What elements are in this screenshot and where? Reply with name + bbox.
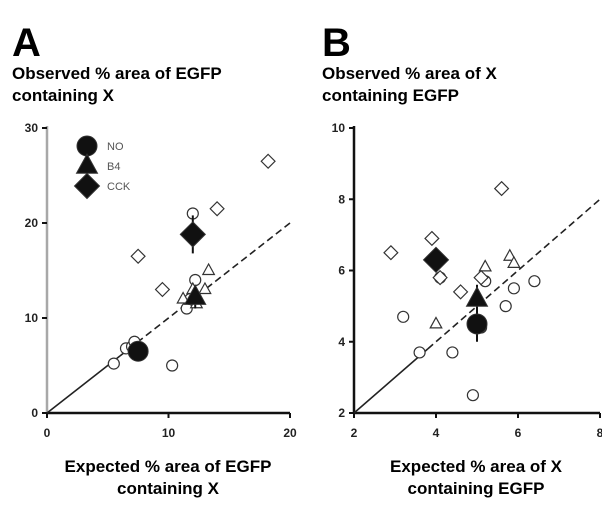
cck-mean-marker xyxy=(422,246,450,274)
x-axis-label-line: containing X xyxy=(117,479,220,498)
cck-point-marker xyxy=(452,284,469,300)
chart-title-line: Observed % area of EGFP xyxy=(12,64,222,83)
no-point-marker xyxy=(166,359,179,372)
y-tick-label: 2 xyxy=(338,406,345,420)
y-tick-label: 10 xyxy=(25,311,39,325)
y-tick-label: 4 xyxy=(338,335,345,349)
x-tick-label: 8 xyxy=(597,426,602,440)
cck-point-marker xyxy=(209,201,225,217)
panel-letter-b: B xyxy=(322,21,351,65)
cck-point-marker xyxy=(154,281,171,298)
no-point-marker xyxy=(466,389,479,402)
no-mean-marker xyxy=(466,313,488,335)
x-axis-label-line: Expected % area of X xyxy=(390,457,563,476)
cck-point-marker xyxy=(473,269,489,286)
x-axis-label-line: Expected % area of EGFP xyxy=(65,457,272,476)
x-tick-label: 0 xyxy=(44,426,51,440)
b4-point-marker xyxy=(198,281,212,295)
b4-point-marker xyxy=(429,316,443,329)
no-point-marker xyxy=(397,310,410,323)
b4-mean-marker xyxy=(183,284,207,305)
x-axis-label-line: containing EGFP xyxy=(408,479,545,498)
cck-point-marker xyxy=(432,269,448,286)
cck-point-marker xyxy=(260,153,276,169)
legend-label: NO xyxy=(107,141,124,153)
y-tick-label: 0 xyxy=(31,406,38,420)
b4-point-marker xyxy=(176,291,190,304)
panel-letter-a: A xyxy=(12,21,41,65)
x-tick-label: 20 xyxy=(283,426,297,440)
chart-title-line: Observed % area of X xyxy=(322,64,497,83)
x-tick-label: 4 xyxy=(433,426,440,440)
b4-mean-marker xyxy=(465,286,489,307)
no-point-marker xyxy=(507,282,521,295)
identity-line-dashed xyxy=(427,198,601,350)
cck-point-marker xyxy=(424,230,440,247)
legend-triangle-marker xyxy=(75,153,99,174)
cck-point-marker xyxy=(130,248,146,264)
cck-point-marker xyxy=(383,244,399,261)
b4-point-marker xyxy=(201,262,216,276)
b4-point-marker xyxy=(503,248,517,261)
y-tick-label: 6 xyxy=(338,264,345,278)
y-tick-label: 20 xyxy=(25,216,39,230)
no-point-marker xyxy=(528,275,541,288)
cck-mean-marker xyxy=(179,221,207,248)
identity-line-dashed xyxy=(119,222,291,357)
legend-diamond-marker xyxy=(73,172,101,200)
no-mean-marker xyxy=(127,340,149,362)
cck-point-marker xyxy=(493,180,510,197)
no-point-marker xyxy=(446,346,459,359)
x-tick-label: 6 xyxy=(515,426,522,440)
no-point-marker xyxy=(413,346,426,359)
chart-title-line: containing EGFP xyxy=(322,86,459,105)
b4-point-marker xyxy=(507,255,521,268)
x-tick-label: 10 xyxy=(162,426,176,440)
b4-point-marker xyxy=(478,259,492,272)
identity-line-solid xyxy=(46,355,121,414)
identity-line-solid xyxy=(353,348,429,414)
chart-title-line: containing X xyxy=(12,86,115,105)
no-point-marker xyxy=(189,273,202,287)
no-point-marker xyxy=(499,300,512,313)
legend-circle-marker xyxy=(76,135,98,157)
x-tick-label: 2 xyxy=(351,426,358,440)
legend-label: CCK xyxy=(107,181,131,193)
y-tick-label: 30 xyxy=(25,121,39,135)
no-point-marker xyxy=(107,357,120,370)
y-tick-label: 8 xyxy=(338,192,345,206)
y-tick-label: 10 xyxy=(332,121,346,135)
legend-label: B4 xyxy=(107,161,120,173)
